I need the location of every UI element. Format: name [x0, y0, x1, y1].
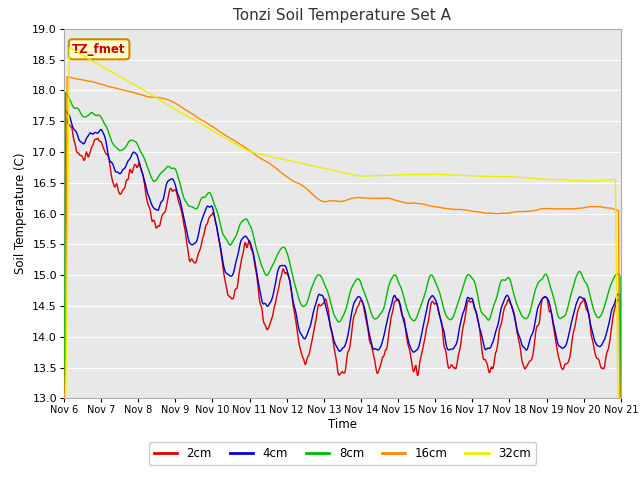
X-axis label: Time: Time [328, 418, 357, 431]
Title: Tonzi Soil Temperature Set A: Tonzi Soil Temperature Set A [234, 9, 451, 24]
Legend: 2cm, 4cm, 8cm, 16cm, 32cm: 2cm, 4cm, 8cm, 16cm, 32cm [149, 442, 536, 465]
Y-axis label: Soil Temperature (C): Soil Temperature (C) [13, 153, 27, 275]
Text: TZ_fmet: TZ_fmet [72, 43, 126, 56]
